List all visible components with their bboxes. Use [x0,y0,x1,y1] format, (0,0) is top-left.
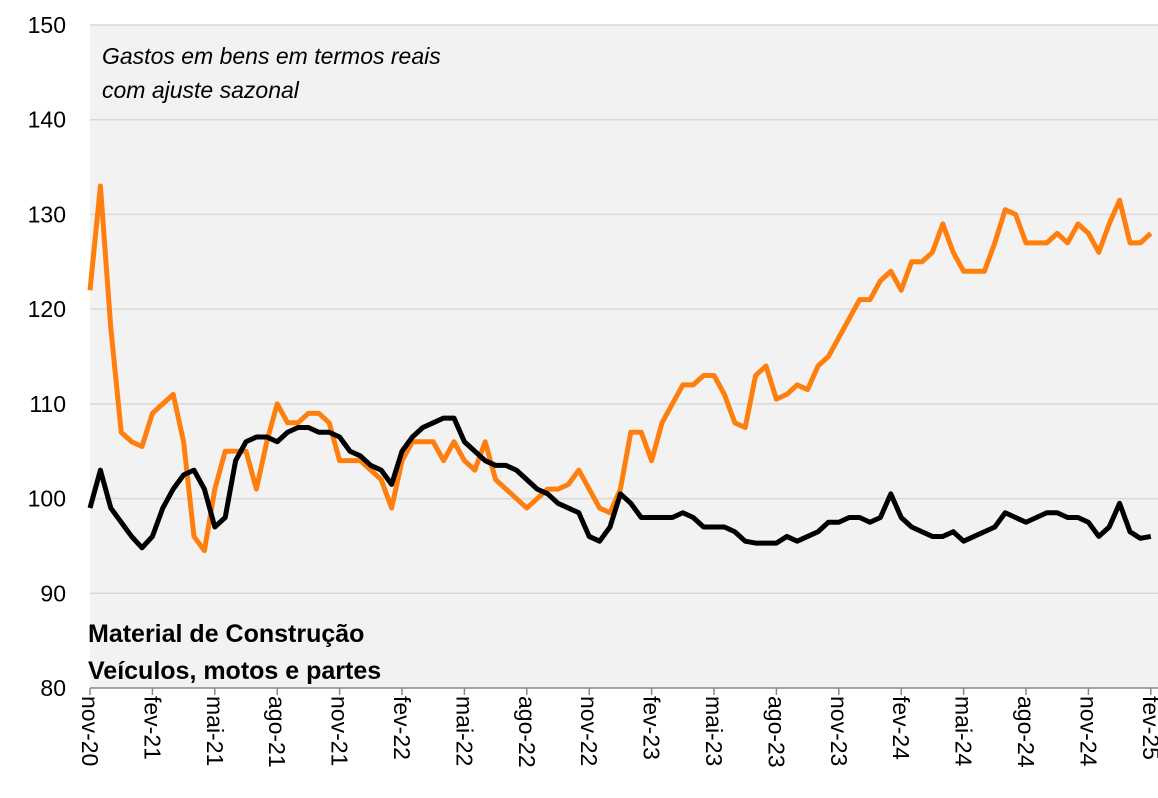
y-tick-label: 130 [28,201,66,227]
y-tick-label: 110 [29,391,66,417]
x-tick-label: nov-24 [1075,696,1101,767]
x-tick-label: fev-22 [389,696,415,760]
x-tick-label: mai-22 [451,696,477,766]
x-tick-label: fev-23 [639,696,665,760]
y-tick-label: 80 [40,675,66,701]
y-tick-label: 140 [28,107,66,133]
x-tick-label: nov-20 [77,696,103,766]
y-tick-label: 100 [28,486,66,512]
x-tick-label: mai-23 [701,696,727,766]
grid [90,24,1158,595]
x-tick-label: nov-21 [327,696,353,766]
x-tick-label: mai-24 [951,696,977,767]
lines [87,183,1153,554]
y-tick-label: 90 [40,580,66,606]
legend-entry: Veículos, motos e partes [88,657,381,685]
x-tick-label: nov-23 [826,696,852,766]
legend-entry: Material de Construção [88,620,364,648]
x-tick-label: nov-22 [576,696,602,766]
x-tick-label: ago-23 [763,696,789,768]
x-tick-label: fev-24 [888,696,914,760]
series-line [87,183,1153,554]
plot-area [90,25,1158,688]
x-tick-label: fev-25 [1138,696,1158,760]
y-tick-label: 120 [28,296,66,322]
annotation: Gastos em bens em termos reais [102,43,441,69]
x-tick-label: ago-21 [264,696,290,768]
x-tick-label: mai-21 [202,696,228,766]
x-tick-label: ago-22 [514,696,540,768]
series-line [87,415,1152,551]
x-tick-label: ago-24 [1013,696,1039,768]
y-tick-label: 150 [28,12,66,38]
x-tick-label: fev-21 [139,696,165,760]
annotation: com ajuste sazonal [102,77,300,103]
